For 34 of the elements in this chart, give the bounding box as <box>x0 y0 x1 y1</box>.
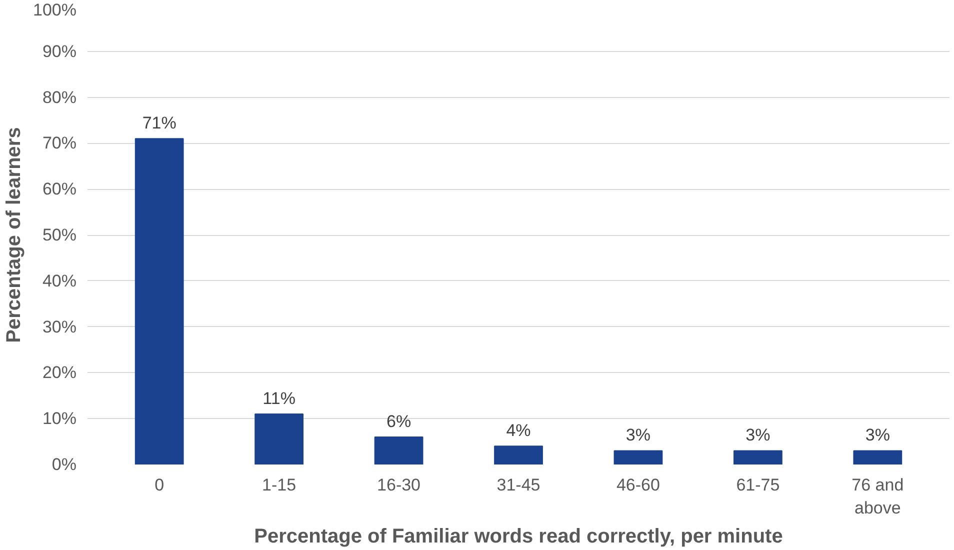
bar <box>254 414 304 464</box>
bar <box>614 450 663 464</box>
y-tick-label: 100% <box>33 0 77 20</box>
y-tick-label: 20% <box>42 363 77 382</box>
y-tick-label: 10% <box>42 409 77 428</box>
y-axis-title: Percentage of learners <box>3 127 26 343</box>
data-label: 6% <box>386 412 412 431</box>
x-tick-label: 46-60 <box>616 476 660 494</box>
x-tick-label: 0 <box>154 476 164 494</box>
y-tick-label: 0% <box>52 455 77 474</box>
y-tick-label: 50% <box>42 226 77 244</box>
data-label: 11% <box>262 389 296 408</box>
bar <box>494 446 543 464</box>
bar <box>853 450 902 464</box>
data-label: 3% <box>865 426 890 445</box>
x-tick-label: 76 and above <box>852 476 904 518</box>
x-tick-label: 1-15 <box>262 476 296 494</box>
data-label: 3% <box>746 426 770 445</box>
y-tick-label: 70% <box>42 134 77 153</box>
bar <box>734 450 782 464</box>
x-tick-label: 16-30 <box>377 476 421 494</box>
bar <box>134 138 184 464</box>
x-tick-label: 31-45 <box>496 476 540 494</box>
x-tick-label: 61-75 <box>736 476 780 494</box>
data-label: 4% <box>506 421 531 440</box>
y-tick-label: 90% <box>42 42 77 61</box>
y-tick-label: 80% <box>42 88 77 107</box>
bar <box>374 436 424 464</box>
y-tick-label: 60% <box>42 180 77 199</box>
data-label: 3% <box>626 426 651 445</box>
y-tick-label: 30% <box>42 317 77 336</box>
data-label: 71% <box>142 114 176 133</box>
y-tick-label: 40% <box>42 271 77 290</box>
x-axis-title: Percentage of Familiar words read correctly, per minute <box>254 525 783 548</box>
